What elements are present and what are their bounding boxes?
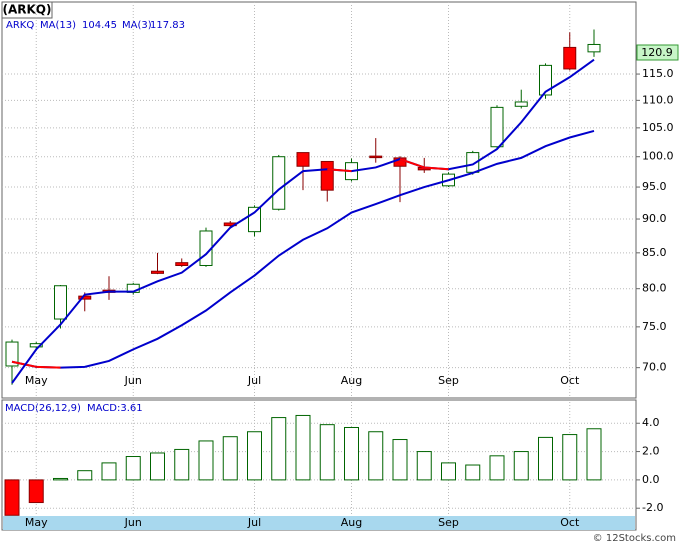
candle-body (5, 341, 19, 367)
candle-body (490, 106, 504, 148)
legend-entry: MA(13) (40, 20, 76, 31)
macd-bar (198, 440, 214, 481)
x-tick-label: Sep (438, 516, 459, 529)
candle-body (320, 160, 334, 191)
macd-bar (368, 431, 384, 481)
candle-body (272, 156, 286, 210)
y-tick-label: 85.0 (642, 246, 667, 259)
y-tick-label: 100.0 (642, 150, 674, 163)
x-tick-label: Oct (560, 374, 580, 387)
x-tick-label: Jul (247, 516, 261, 529)
ma-down-segment (399, 158, 425, 169)
candle-body (175, 262, 189, 266)
ma-down-segment (36, 365, 61, 369)
x-tick-label: Jun (124, 374, 142, 387)
legend-entry: MA(3) (122, 20, 152, 31)
x-tick-label: Aug (341, 374, 362, 387)
candle-body (539, 64, 552, 96)
y-tick-label: 90.0 (642, 212, 667, 225)
candle-body (514, 101, 528, 107)
macd-bar (441, 462, 456, 481)
x-tick-label: Sep (438, 374, 459, 387)
candle-body (563, 46, 577, 70)
macd-bar (538, 436, 553, 481)
macd-bar (562, 434, 578, 481)
macd-bar (271, 417, 287, 481)
y-tick-label: 80.0 (642, 282, 667, 295)
x-tick-label: Aug (341, 516, 362, 529)
x-tick-label: Jun (124, 516, 142, 529)
last-price: 120.9 (641, 46, 673, 59)
ma-line (11, 58, 595, 384)
legend-value: 104.45 (82, 20, 117, 31)
ma-down-segment (11, 360, 37, 368)
price-panel (1, 1, 637, 399)
macd-bar (586, 428, 602, 481)
macd-bar (125, 456, 141, 481)
symbol: ARKQ (6, 20, 34, 31)
x-tick-label: May (25, 516, 48, 529)
macd-bar (513, 451, 529, 481)
legend-value: 117.83 (150, 20, 185, 31)
macd-label: MACD:3.61 (87, 403, 143, 414)
macd-bar (53, 477, 68, 481)
x-tick-label: May (25, 374, 48, 387)
y-tick-label: 0.0 (642, 473, 660, 486)
candle-body (587, 43, 601, 53)
macd-bar (295, 414, 311, 481)
y-tick-label: 70.0 (642, 361, 667, 374)
y-tick-label: -2.0 (642, 501, 663, 514)
macd-bar (489, 455, 505, 481)
macd-bar (344, 426, 359, 481)
y-tick-label: 110.0 (642, 93, 674, 106)
macd-bar (416, 451, 432, 481)
macd-title: MACD(26,12,9) (5, 403, 81, 414)
y-tick-label: 4.0 (642, 416, 660, 429)
macd-bar (319, 424, 335, 481)
macd-bar (4, 479, 20, 516)
candle-body (54, 285, 67, 320)
ma-down-segment (424, 166, 449, 171)
macd-bar (247, 431, 262, 481)
price-tag (636, 44, 679, 61)
footer: © 12Stocks.com (593, 533, 676, 544)
macd-bar (465, 464, 481, 481)
y-tick-label: 2.0 (642, 445, 660, 458)
candle-body (248, 206, 261, 233)
chart-title: (ARKQ) (3, 3, 52, 17)
macd-bar (28, 479, 44, 504)
x-tick-label: Oct (560, 516, 580, 529)
candle-body (296, 152, 310, 167)
macd-bar (101, 462, 117, 481)
macd-bar (222, 436, 238, 481)
date-band (3, 516, 635, 530)
ma-line (11, 129, 595, 369)
y-tick-label: 115.0 (642, 67, 674, 80)
ma-down-segment (327, 168, 352, 173)
y-tick-label: 75.0 (642, 320, 667, 333)
x-tick-label: Jul (247, 374, 261, 387)
macd-bar (174, 448, 190, 481)
macd-bar (77, 470, 93, 481)
y-tick-label: 105.0 (642, 121, 674, 134)
macd-bar (392, 439, 408, 481)
title-box (1, 1, 53, 19)
macd-bar (150, 452, 165, 481)
candle-body (29, 343, 43, 348)
y-tick-label: 95.0 (642, 180, 667, 193)
candle-body (369, 155, 383, 159)
candle-body (151, 270, 164, 274)
